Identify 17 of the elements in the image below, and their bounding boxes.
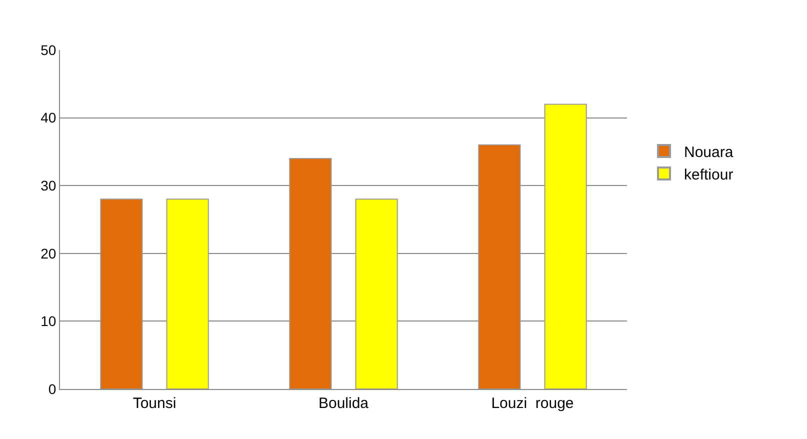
legend-label: keftiour bbox=[684, 166, 734, 184]
legend-label: Nouara bbox=[684, 144, 734, 161]
bar bbox=[355, 198, 398, 389]
y-tick-label: 40 bbox=[40, 110, 56, 126]
bar bbox=[544, 104, 587, 389]
bar bbox=[100, 198, 143, 389]
bar bbox=[478, 144, 521, 389]
x-tick-label: Tounsi bbox=[132, 395, 176, 412]
x-tick-label: Louzi rouge bbox=[491, 395, 574, 412]
y-tick-label: 30 bbox=[40, 178, 56, 194]
y-tick-label: 0 bbox=[48, 380, 56, 397]
bar bbox=[289, 158, 332, 389]
y-tick-label: 10 bbox=[40, 313, 56, 330]
y-tick-label: 50 bbox=[40, 42, 56, 58]
bar bbox=[166, 198, 209, 389]
x-tick-label: Boulida bbox=[318, 395, 370, 412]
y-tick-label: 20 bbox=[40, 245, 56, 262]
